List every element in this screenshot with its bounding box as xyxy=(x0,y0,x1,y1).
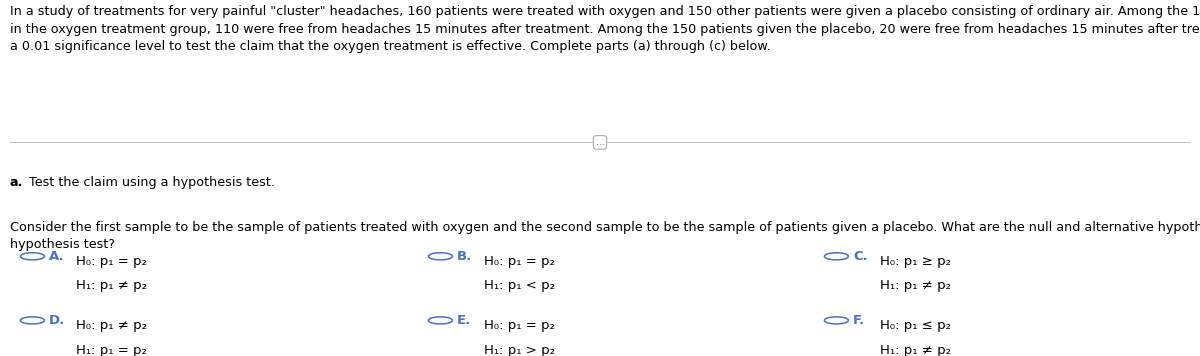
Text: H₁: p₁ < p₂: H₁: p₁ < p₂ xyxy=(484,279,554,293)
Text: B.: B. xyxy=(457,250,473,263)
Text: H₀: p₁ = p₂: H₀: p₁ = p₂ xyxy=(484,319,554,332)
Text: A.: A. xyxy=(49,250,65,263)
Text: H₁: p₁ ≠ p₂: H₁: p₁ ≠ p₂ xyxy=(880,279,950,293)
Text: H₁: p₁ > p₂: H₁: p₁ > p₂ xyxy=(484,344,554,356)
Text: F.: F. xyxy=(853,314,865,327)
Text: Consider the first sample to be the sample of patients treated with oxygen and t: Consider the first sample to be the samp… xyxy=(10,221,1200,251)
Text: C.: C. xyxy=(853,250,868,263)
Text: ...: ... xyxy=(595,138,605,147)
Text: E.: E. xyxy=(457,314,472,327)
Text: H₁: p₁ ≠ p₂: H₁: p₁ ≠ p₂ xyxy=(76,279,146,293)
Text: In a study of treatments for very painful "cluster" headaches, 160 patients were: In a study of treatments for very painfu… xyxy=(10,5,1200,53)
Text: H₀: p₁ = p₂: H₀: p₁ = p₂ xyxy=(484,255,554,268)
Text: H₀: p₁ ≤ p₂: H₀: p₁ ≤ p₂ xyxy=(880,319,950,332)
Text: H₁: p₁ = p₂: H₁: p₁ = p₂ xyxy=(76,344,146,356)
Text: H₁: p₁ ≠ p₂: H₁: p₁ ≠ p₂ xyxy=(880,344,950,356)
Text: H₀: p₁ = p₂: H₀: p₁ = p₂ xyxy=(76,255,146,268)
Text: a.: a. xyxy=(10,176,23,189)
Text: H₀: p₁ ≥ p₂: H₀: p₁ ≥ p₂ xyxy=(880,255,950,268)
Text: D.: D. xyxy=(49,314,66,327)
Text: H₀: p₁ ≠ p₂: H₀: p₁ ≠ p₂ xyxy=(76,319,146,332)
Text: Test the claim using a hypothesis test.: Test the claim using a hypothesis test. xyxy=(25,176,275,189)
